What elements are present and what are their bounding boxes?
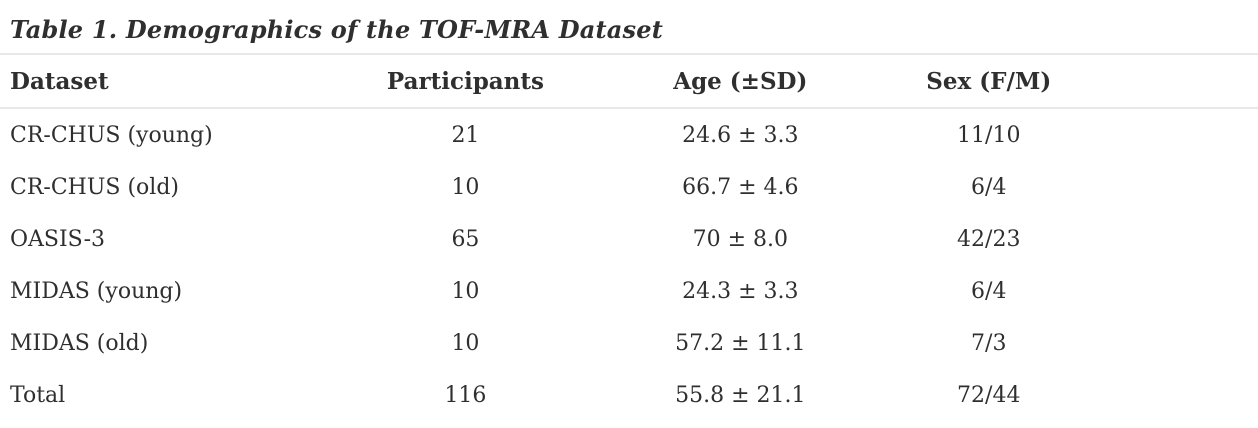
cell-participants: 10 (451, 330, 480, 356)
cell-participants: 116 (444, 382, 487, 408)
cell-participants: 10 (451, 174, 480, 200)
cell-filler (1092, 265, 1258, 317)
cell-dataset: Total (10, 382, 66, 408)
cell-filler (1092, 369, 1258, 421)
cell-dataset: MIDAS (young) (10, 278, 183, 304)
cell-age: 24.3 ± 3.3 (682, 278, 799, 304)
cell-dataset: CR-CHUS (old) (10, 174, 179, 200)
demographics-table: Dataset Participants Age (±SD) Sex (F/M)… (0, 53, 1258, 421)
cell-sex: 11/10 (957, 122, 1021, 148)
cell-sex: 72/44 (957, 382, 1021, 408)
cell-sex: 42/23 (957, 226, 1021, 252)
cell-filler (1092, 213, 1258, 265)
cell-participants: 65 (451, 226, 480, 252)
column-header-participants: Participants (335, 53, 596, 109)
column-header-sex: Sex (F/M) (885, 53, 1092, 109)
cell-dataset: CR-CHUS (young) (10, 122, 213, 148)
cell-participants: 10 (451, 278, 480, 304)
table-row: Total 116 55.8 ± 21.1 72/44 (0, 369, 1258, 421)
cell-dataset: OASIS-3 (10, 226, 105, 252)
cell-age: 70 ± 8.0 (692, 226, 789, 252)
column-header-dataset: Dataset (0, 53, 336, 109)
table-row: MIDAS (old) 10 57.2 ± 11.1 7/3 (0, 317, 1258, 369)
table-header-row: Dataset Participants Age (±SD) Sex (F/M) (0, 53, 1258, 109)
cell-age: 57.2 ± 11.1 (675, 330, 806, 356)
cell-age: 55.8 ± 21.1 (675, 382, 806, 408)
column-header-age: Age (±SD) (595, 53, 886, 109)
table-row: CR-CHUS (old) 10 66.7 ± 4.6 6/4 (0, 161, 1258, 213)
cell-participants: 21 (451, 122, 480, 148)
table-row: OASIS-3 65 70 ± 8.0 42/23 (0, 213, 1258, 265)
cell-filler (1092, 108, 1258, 161)
cell-sex: 6/4 (971, 174, 1007, 200)
cell-sex: 7/3 (971, 330, 1007, 356)
cell-sex: 6/4 (971, 278, 1007, 304)
cell-age: 24.6 ± 3.3 (682, 122, 799, 148)
column-header-filler (1091, 53, 1258, 109)
cell-filler (1092, 317, 1258, 369)
table-row: MIDAS (young) 10 24.3 ± 3.3 6/4 (0, 265, 1258, 317)
table-caption: Table 1. Demographics of the TOF-MRA Dat… (10, 15, 664, 44)
cell-filler (1092, 161, 1258, 213)
cell-age: 66.7 ± 4.6 (682, 174, 799, 200)
cell-dataset: MIDAS (old) (10, 330, 149, 356)
table-row: CR-CHUS (young) 21 24.6 ± 3.3 11/10 (0, 108, 1258, 161)
